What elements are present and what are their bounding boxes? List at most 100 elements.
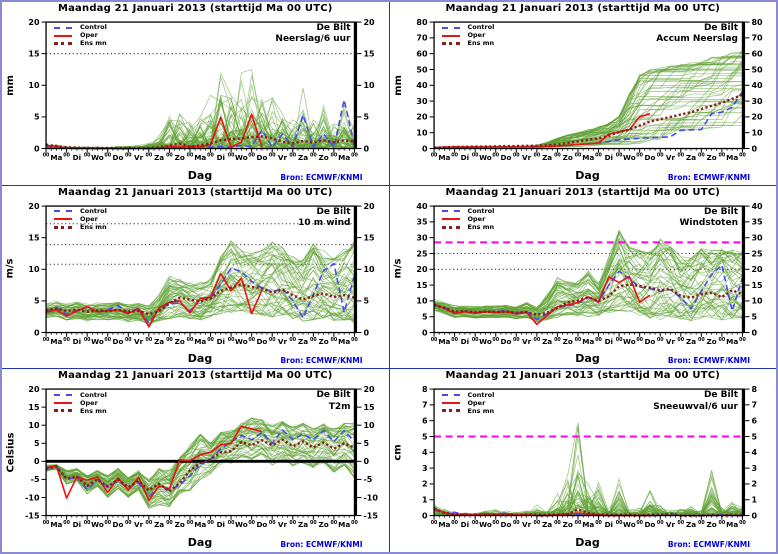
- y-tick-label-right: 35: [751, 217, 763, 226]
- y-tick-label-right: 80: [751, 18, 763, 27]
- y-tick-label-right: 1: [751, 496, 757, 505]
- day-tick-label: Za: [154, 337, 164, 346]
- day-tick-label: Vr: [278, 153, 288, 162]
- y-tick-label-right: 20: [363, 202, 375, 211]
- hour-tick-label: 00: [677, 336, 684, 342]
- hour-tick-label: 00: [656, 520, 663, 526]
- day-tick-label: Di: [604, 521, 612, 530]
- y-tick-label-left: 0: [421, 144, 427, 153]
- y-tick-label-left: 20: [416, 265, 428, 274]
- ens-mean-line: [433, 93, 743, 149]
- panel-corner-labels: De Bilt 10 m wind: [298, 207, 350, 230]
- legend-item-ensmn: Ens mn: [441, 407, 495, 414]
- y-tick-label-left: 70: [416, 34, 428, 43]
- ensemble-member-line: [433, 295, 743, 319]
- hour-tick-label: 00: [533, 153, 540, 159]
- hour-tick-label: 00: [146, 520, 153, 526]
- variable-label: Accum Neerslag: [656, 34, 738, 45]
- hour-tick-label: 00: [739, 153, 746, 159]
- hour-tick-label: 00: [574, 336, 581, 342]
- variable-label: Windstoten: [679, 217, 738, 228]
- hour-tick-label: 00: [512, 520, 519, 526]
- y-axis-label: Celsius: [5, 432, 16, 473]
- day-tick-label: Wo: [479, 521, 492, 530]
- y-tick-label-right: 25: [751, 249, 763, 258]
- legend-item-control: Control: [441, 24, 494, 31]
- day-tick-label: Zo: [175, 521, 185, 530]
- ensemble-member-line: [46, 427, 355, 499]
- y-axis-label: mm: [392, 74, 404, 96]
- ensemble-member-line: [433, 246, 743, 316]
- ens-mean-line: [433, 282, 743, 316]
- y-tick-label-left: 5: [421, 433, 427, 442]
- ensemble-member-line: [45, 424, 355, 491]
- y-tick-label-right: 5: [363, 439, 369, 448]
- ens-mean-line-sample-icon: [441, 409, 460, 413]
- ensemble-member-line: [433, 242, 743, 315]
- hour-tick-label: 00: [43, 520, 50, 526]
- ens-mean-line-sample-icon: [441, 42, 460, 45]
- y-tick-label-right: 20: [751, 265, 763, 274]
- y-tick-label-right: 15: [363, 49, 375, 58]
- hour-tick-label: 00: [104, 153, 111, 159]
- ensemble-member-line: [46, 239, 355, 308]
- hour-tick-label: 00: [533, 520, 540, 526]
- y-tick-label-right: -15: [363, 512, 378, 521]
- day-tick-label: Zo: [319, 337, 329, 346]
- day-tick-label: Wo: [623, 521, 636, 530]
- source-credit: Bron: ECMWF/KNMI: [667, 356, 750, 366]
- y-tick-label-left: 10: [28, 421, 40, 430]
- ens-mean-line: [45, 438, 355, 493]
- y-tick-label-left: 20: [28, 18, 40, 27]
- day-tick-label: Ma: [582, 153, 594, 162]
- hour-tick-label: 00: [615, 336, 622, 342]
- y-tick-label-right: 60: [751, 49, 763, 58]
- y-tick-label-right: -10: [363, 494, 378, 503]
- day-tick-label: Vr: [134, 337, 144, 346]
- y-axis-ticks: 0 0 5 5 10 10 15 15 20 20: [28, 18, 375, 153]
- hour-tick-label: 00: [595, 153, 602, 159]
- y-tick-label-left: 10: [416, 296, 428, 305]
- panel-title: Maandag 21 Januari 2013 (starttijd Ma 00…: [57, 370, 333, 382]
- day-tick-label: Ma: [582, 337, 594, 346]
- ensemble-member-line: [45, 284, 355, 321]
- panel-title: Maandag 21 Januari 2013 (starttijd Ma 00…: [57, 186, 333, 198]
- y-tick-label-left: 30: [416, 233, 428, 242]
- day-tick-label: Wo: [235, 153, 248, 162]
- y-axis-ticks: -15 -15 -10 -10 -5 -5 0 0 5 5 10 10 15 15 20 20: [25, 385, 378, 520]
- legend-label-ensmn: Ens mn: [80, 406, 107, 415]
- legend-label-control: Control: [80, 206, 107, 215]
- y-axis-label: cm: [392, 444, 404, 461]
- legend-label-control: Control: [80, 390, 107, 399]
- legend-label-control: Control: [467, 206, 495, 215]
- y-tick-label-left: 0: [34, 457, 40, 466]
- day-tick-label: Vr: [665, 337, 675, 346]
- hour-tick-label: 00: [125, 153, 132, 159]
- day-tick-label: Za: [298, 521, 308, 530]
- y-tick-label-right: 20: [363, 385, 375, 394]
- panel-10m-wind: Maandag 21 Januari 2013 (starttijd Ma 00…: [2, 185, 389, 369]
- hour-tick-label: 00: [207, 520, 214, 526]
- hour-tick-label: 00: [451, 520, 458, 526]
- y-tick-label-left: 4: [421, 448, 427, 457]
- hour-tick-label: 00: [697, 153, 704, 159]
- legend-item-oper: Oper: [54, 216, 107, 223]
- station-label: De Bilt: [316, 206, 351, 217]
- y-tick-label-right: 6: [751, 417, 757, 426]
- hour-tick-label: 00: [718, 153, 725, 159]
- y-tick-label-left: 0: [34, 328, 40, 337]
- y-tick-label-right: 10: [363, 81, 375, 90]
- hour-tick-label: 00: [43, 336, 50, 342]
- legend-item-ensmn: Ens mn: [54, 407, 107, 414]
- day-tick-label: Zo: [706, 521, 716, 530]
- day-tick-label: Do: [113, 337, 124, 346]
- day-tick-label: Di: [604, 153, 612, 162]
- ensemble-member-line: [433, 436, 742, 517]
- y-tick-label-left: 5: [34, 296, 40, 305]
- hour-tick-label: 00: [248, 520, 255, 526]
- day-tick-label: Vr: [522, 337, 532, 346]
- hour-tick-label: 00: [451, 336, 458, 342]
- day-tick-label: Ma: [338, 153, 350, 162]
